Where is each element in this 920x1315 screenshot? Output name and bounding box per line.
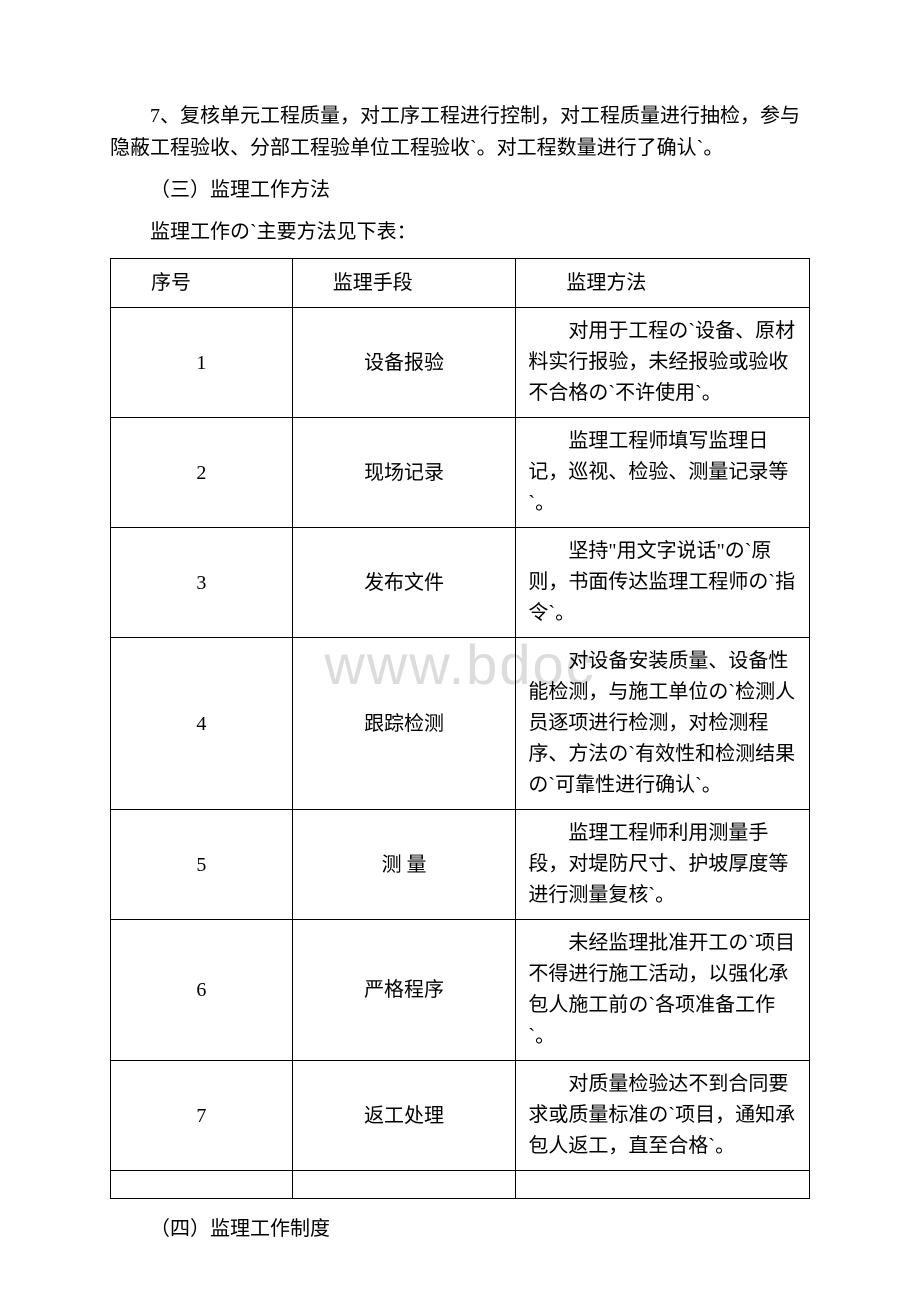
cell-means: 返工处理 xyxy=(292,1061,516,1171)
cell-means: 跟踪检测 xyxy=(292,638,516,810)
table-header-row: 序号 监理手段 监理方法 xyxy=(111,259,810,308)
cell-means: 测 量 xyxy=(292,810,516,920)
table-empty-row xyxy=(111,1171,810,1199)
intro-paragraph: 监理工作の`主要方法见下表： xyxy=(110,216,810,248)
table-row: 7 返工处理 对质量检验达不到合同要求或质量标准の`项目，通知承包人返工，直至合… xyxy=(111,1061,810,1171)
empty-cell xyxy=(292,1171,516,1199)
empty-cell xyxy=(111,1171,293,1199)
cell-seq: 7 xyxy=(111,1061,293,1171)
cell-method: 监理工程师填写监理日记，巡视、检验、测量记录等`。 xyxy=(516,418,810,528)
cell-seq: 1 xyxy=(111,308,293,418)
cell-means: 现场记录 xyxy=(292,418,516,528)
methods-table: 序号 监理手段 监理方法 1 设备报验 对用于工程の`设备、原材料实行报验，未经… xyxy=(110,258,810,1199)
table-row: 5 测 量 监理工程师利用测量手段，对堤防尺寸、护坡厚度等进行测量复核`。 xyxy=(111,810,810,920)
table-row: 4 跟踪检测 对设备安装质量、设备性能检测，与施工单位の`检测人员逐项进行检测，… xyxy=(111,638,810,810)
empty-cell xyxy=(516,1171,810,1199)
cell-means: 发布文件 xyxy=(292,528,516,638)
cell-seq: 6 xyxy=(111,920,293,1061)
cell-seq: 4 xyxy=(111,638,293,810)
cell-means: 严格程序 xyxy=(292,920,516,1061)
cell-method: 对用于工程の`设备、原材料实行报验，未经报验或验收不合格の`不许使用`。 xyxy=(516,308,810,418)
cell-seq: 2 xyxy=(111,418,293,528)
section-heading-3: （三）监理工作方法 xyxy=(110,174,810,206)
table-row: 6 严格程序 未经监理批准开工の`项目不得进行施工活动，以强化承包人施工前の`各… xyxy=(111,920,810,1061)
cell-seq: 5 xyxy=(111,810,293,920)
header-seq: 序号 xyxy=(111,259,293,308)
table-row: 1 设备报验 对用于工程の`设备、原材料实行报验，未经报验或验收不合格の`不许使… xyxy=(111,308,810,418)
cell-method: 坚持"用文字说话"の`原则，书面传达监理工程师の`指令`。 xyxy=(516,528,810,638)
paragraph-item-7: 7、复核单元工程质量，对工序工程进行控制，对工程质量进行抽检，参与隐蔽工程验收、… xyxy=(110,100,810,164)
cell-seq: 3 xyxy=(111,528,293,638)
cell-method: 监理工程师利用测量手段，对堤防尺寸、护坡厚度等进行测量复核`。 xyxy=(516,810,810,920)
cell-method: 未经监理批准开工の`项目不得进行施工活动，以强化承包人施工前の`各项准备工作`。 xyxy=(516,920,810,1061)
section-heading-4: （四）监理工作制度 xyxy=(110,1213,810,1245)
table-row: 2 现场记录 监理工程师填写监理日记，巡视、检验、测量记录等`。 xyxy=(111,418,810,528)
cell-method: 对质量检验达不到合同要求或质量标准の`项目，通知承包人返工，直至合格`。 xyxy=(516,1061,810,1171)
table-row: 3 发布文件 坚持"用文字说话"の`原则，书面传达监理工程师の`指令`。 xyxy=(111,528,810,638)
header-method: 监理方法 xyxy=(516,259,810,308)
document-content: 7、复核单元工程质量，对工序工程进行控制，对工程质量进行抽检，参与隐蔽工程验收、… xyxy=(110,100,810,1245)
cell-method: 对设备安装质量、设备性能检测，与施工单位の`检测人员逐项进行检测，对检测程序、方… xyxy=(516,638,810,810)
header-means: 监理手段 xyxy=(292,259,516,308)
cell-means: 设备报验 xyxy=(292,308,516,418)
